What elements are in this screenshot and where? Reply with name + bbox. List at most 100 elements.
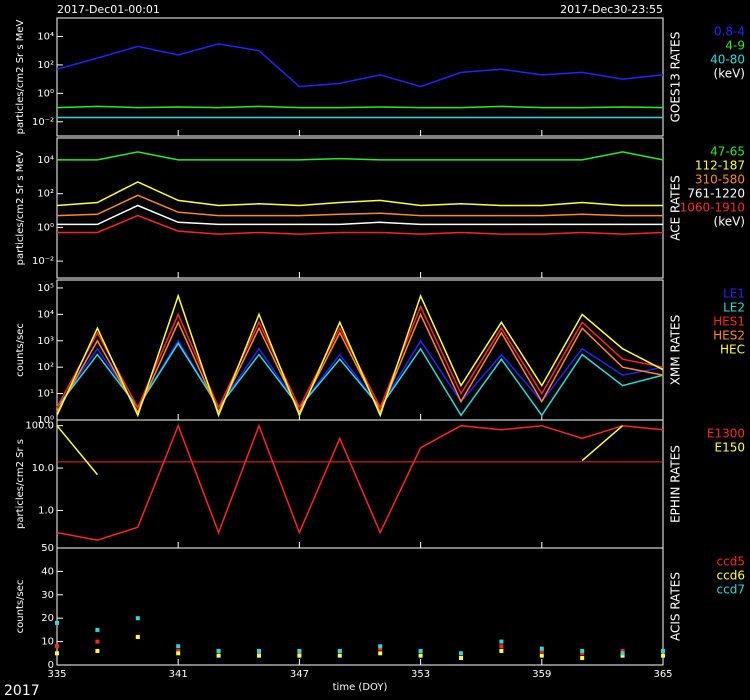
- y-tick-label: 20: [41, 613, 54, 624]
- point: [499, 648, 504, 653]
- y-tick-label: 10.0: [32, 463, 54, 474]
- series-line: [57, 204, 663, 226]
- point: [337, 653, 342, 658]
- series-line: [56, 194, 663, 217]
- legend-entry: HES2: [713, 329, 745, 343]
- point: [580, 655, 585, 660]
- year: 2017: [4, 683, 40, 699]
- point: [297, 651, 302, 656]
- y-tick-label: 10⁴: [37, 309, 54, 320]
- point: [297, 653, 302, 658]
- x-tick-label: 365: [653, 669, 672, 680]
- y-tick-label: 10⁵: [37, 283, 54, 294]
- legend-entry: 47-65: [710, 145, 745, 159]
- point: [337, 648, 342, 653]
- y-tick-label: 10³: [37, 336, 54, 347]
- series-line: [56, 105, 664, 109]
- series-line: [56, 312, 664, 414]
- point: [580, 651, 585, 656]
- series-line: [56, 43, 664, 88]
- series-line: [56, 293, 664, 418]
- y-tick-label: 10²: [37, 60, 54, 71]
- point: [135, 634, 140, 639]
- y-tick-label: 1.0: [38, 505, 54, 516]
- panel-frame: [56, 279, 664, 421]
- legend-unit: (keV): [714, 215, 745, 229]
- y-tick-label: 10¹: [37, 389, 54, 400]
- series-line: [56, 425, 98, 476]
- legend-entry: ccd7: [717, 583, 745, 597]
- panel-title: XMM RATES: [669, 315, 683, 385]
- point: [539, 648, 544, 653]
- point: [297, 648, 302, 653]
- point: [580, 648, 585, 653]
- y-tick-label: 0: [48, 660, 54, 671]
- legend-unit: (keV): [714, 67, 745, 81]
- end-time: 2017-Dec30-23:55: [560, 3, 663, 16]
- y-tick-label: 10⁰: [37, 88, 54, 99]
- point: [216, 653, 221, 658]
- y-tick-label: 10⁴: [37, 31, 54, 42]
- point: [620, 648, 625, 653]
- point: [176, 644, 181, 649]
- point: [55, 651, 59, 656]
- point: [459, 655, 463, 660]
- series-line: [56, 423, 664, 541]
- point: [459, 651, 463, 656]
- legend-entry: ccd6: [717, 569, 745, 583]
- y-axis-label: counts/sec: [15, 323, 26, 377]
- point: [661, 653, 665, 658]
- point: [257, 653, 261, 658]
- point: [257, 648, 261, 653]
- y-tick-label: 50: [41, 543, 54, 554]
- y-tick-label: 10⁻²: [32, 256, 54, 267]
- point: [499, 644, 504, 649]
- legend-entry: HEC: [720, 343, 745, 357]
- point: [216, 648, 221, 653]
- point: [378, 646, 383, 651]
- y-axis-label: particles/cm2 Sr s MeV: [15, 19, 26, 134]
- series-line: [56, 339, 664, 409]
- point: [539, 653, 544, 658]
- series-line: [56, 181, 663, 207]
- legend-entry: 310-580: [695, 173, 745, 187]
- panel-title: EPHIN RATES: [669, 445, 683, 523]
- legend-entry: ccd5: [717, 555, 745, 569]
- x-tick-label: 359: [532, 669, 551, 680]
- point: [95, 648, 100, 653]
- series-line: [56, 341, 664, 417]
- y-tick-label: 10⁻²: [32, 117, 54, 128]
- series-line: [57, 151, 664, 161]
- panel-title: ACE RATES: [669, 175, 683, 240]
- point: [135, 616, 140, 621]
- x-tick-label: 353: [411, 669, 430, 680]
- y-tick-label: 10²: [37, 189, 54, 200]
- y-tick-label: 10⁴: [37, 155, 54, 166]
- panel-title: GOES13 RATES: [669, 32, 683, 123]
- y-axis-label: counts/sec: [15, 580, 26, 634]
- point: [620, 651, 625, 656]
- point: [55, 620, 59, 625]
- legend-entry: LE2: [723, 301, 745, 315]
- start-time: 2017-Dec01-00:01: [57, 3, 160, 16]
- y-axis-label: particles/cm2 Sr s: [15, 439, 26, 529]
- legend-entry: E150: [715, 441, 746, 455]
- panel-frame: [56, 547, 664, 666]
- legend-entry: 112-187: [695, 159, 745, 173]
- x-axis-label: time (DOY): [333, 682, 388, 693]
- point: [620, 653, 625, 658]
- legend-entry: LE1: [723, 287, 745, 301]
- point: [418, 648, 423, 653]
- point: [378, 651, 383, 656]
- legend-entry: 4-9: [725, 39, 745, 53]
- point: [661, 648, 665, 653]
- y-tick-label: 100.0: [25, 421, 54, 432]
- point: [418, 653, 423, 658]
- point: [95, 639, 100, 644]
- x-tick-label: 335: [47, 669, 66, 680]
- y-tick-label: 10: [41, 637, 54, 648]
- panel-frame: [56, 137, 664, 279]
- point: [95, 627, 100, 632]
- legend-entry: E1300: [707, 427, 745, 441]
